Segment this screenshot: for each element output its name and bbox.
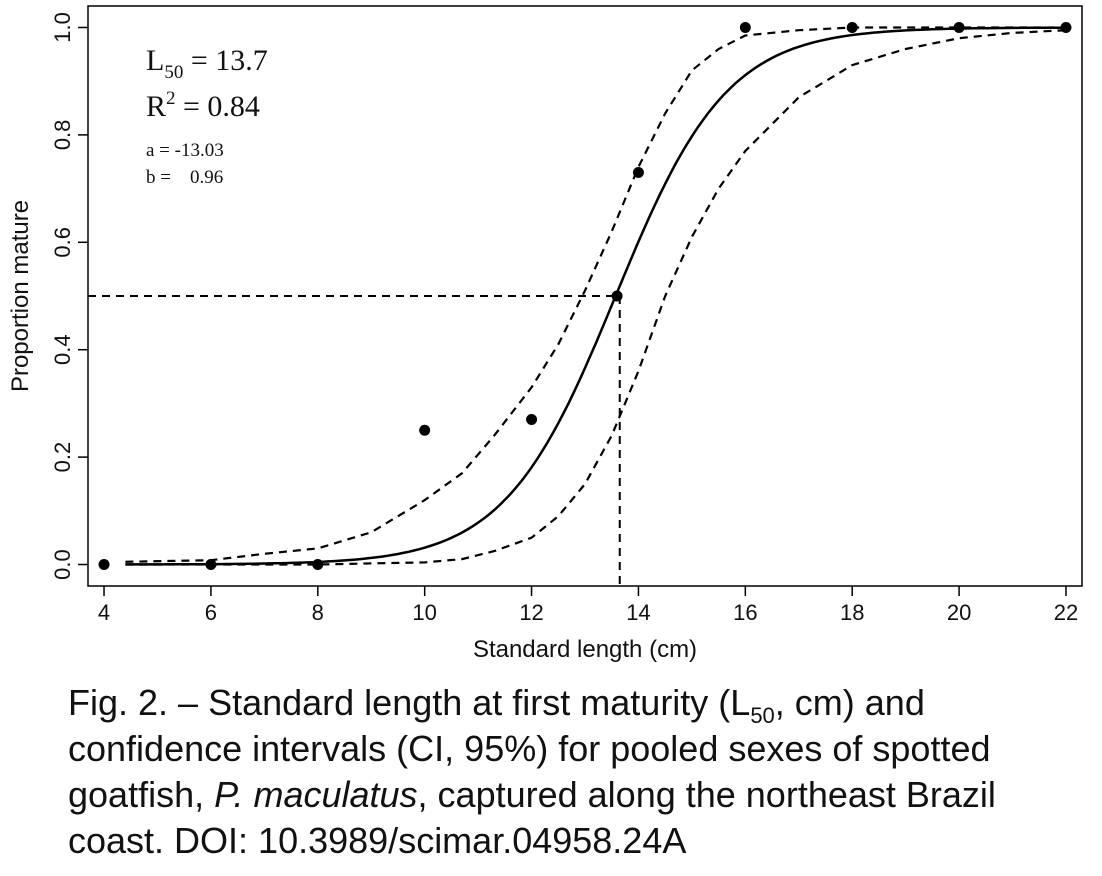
x-tick-label: 22 (1054, 600, 1078, 625)
param-a-annotation: a = -13.03 (146, 140, 224, 161)
x-tick-label: 10 (412, 600, 436, 625)
caption-species: P. maculatus (214, 774, 418, 815)
caption-sub: 50 (750, 703, 775, 729)
y-axis-title: Proportion mature (7, 200, 34, 392)
figure-caption: Fig. 2. – Standard length at first matur… (68, 680, 1088, 864)
ci-upper-curve (125, 26, 1066, 563)
y-tick-label: 0.2 (50, 442, 75, 473)
x-axis-title: Standard length (cm) (473, 636, 697, 663)
caption-prefix: Fig. 2. – Standard length at first matur… (68, 682, 751, 723)
x-tick-label: 20 (947, 600, 971, 625)
y-tick-label: 0.4 (50, 334, 75, 365)
data-point (419, 424, 431, 436)
x-tick-label: 8 (312, 600, 324, 625)
caption-suffix: , captured along the northeast Brazil co… (68, 774, 996, 861)
r2-annotation: R2 = 0.84 (146, 88, 260, 123)
param-b-annotation: b = 0.96 (146, 167, 223, 188)
data-point (526, 414, 538, 426)
data-point (739, 21, 751, 33)
ci-lower-curve (125, 29, 1067, 566)
x-tick-label: 12 (519, 600, 543, 625)
data-point (98, 559, 110, 571)
y-tick-label: 1.0 (50, 12, 75, 43)
logistic-fit-curve (125, 26, 1067, 566)
l50-annotation: L50 = 13.7 (146, 44, 268, 83)
y-tick-label: 0.6 (50, 227, 75, 258)
data-point (953, 21, 965, 33)
maturity-chart: 4 6 8 10 12 14 16 18 20 22 0.0 0.2 0.4 0.6 0.8 1.0 Stand… (7, 5, 1083, 663)
data-point (846, 21, 858, 33)
data-point (632, 166, 644, 178)
x-tick-label: 16 (733, 600, 757, 625)
data-point (1060, 21, 1072, 33)
data-point (205, 559, 217, 571)
caption-middle: , cm) and confidence intervals (CI, 95%)… (68, 682, 991, 815)
x-tick-label: 4 (98, 600, 110, 625)
x-tick-label: 14 (626, 600, 650, 625)
data-point (611, 290, 623, 302)
x-tick-label: 18 (840, 600, 864, 625)
x-tick-label: 6 (205, 600, 217, 625)
data-point (312, 559, 324, 571)
y-tick-label: 0.0 (50, 549, 75, 580)
y-tick-label: 0.8 (50, 120, 75, 151)
